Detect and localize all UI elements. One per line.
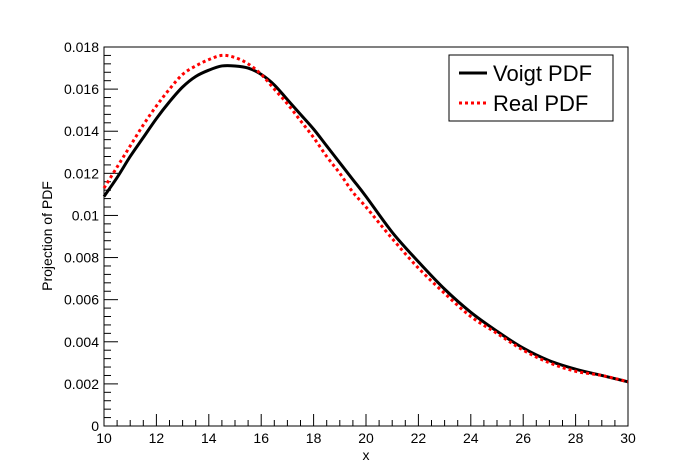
y-axis: 0 0.002 0.004 0.006 0.008 0.01 0.012 0.014 0.016…: [64, 39, 118, 434]
x-axis: 10 12 14 16 18 20 22 24 26 28 30: [96, 414, 636, 446]
series-voigt-pdf-line: [102, 64, 629, 384]
x-tick-label: 18: [306, 430, 322, 446]
legend-label-real-pdf: Real PDF: [493, 91, 588, 116]
legend: Voigt PDF Real PDF: [448, 54, 614, 122]
y-tick-label: 0.004: [64, 334, 99, 350]
x-tick-label: 12: [149, 430, 165, 446]
x-tick-label: 10: [96, 430, 112, 446]
x-tick-label: 28: [568, 430, 584, 446]
x-tick-label: 14: [201, 430, 217, 446]
series-layer: [102, 53, 629, 384]
x-tick-label: 30: [620, 430, 636, 446]
x-tick-label: 16: [253, 430, 269, 446]
x-tick-label: 22: [411, 430, 427, 446]
y-tick-label: 0.018: [64, 39, 99, 55]
y-tick-label: 0.012: [64, 165, 99, 181]
y-tick-label: 0.014: [64, 123, 99, 139]
y-tick-label: 0.008: [64, 250, 99, 266]
y-axis-title: Projection of PDF: [39, 181, 55, 291]
y-tick-label: 0: [91, 418, 99, 434]
y-tick-label: 0.01: [72, 207, 99, 223]
x-tick-label: 20: [358, 430, 374, 446]
y-tick-label: 0.016: [64, 81, 99, 97]
legend-box: [448, 54, 614, 122]
x-tick-label: 26: [515, 430, 531, 446]
legend-label-voigt-pdf: Voigt PDF: [493, 61, 592, 86]
y-tick-label: 0.002: [64, 376, 99, 392]
y-tick-label: 0.006: [64, 292, 99, 308]
x-axis-title: x: [363, 447, 370, 463]
x-tick-label: 24: [463, 430, 479, 446]
